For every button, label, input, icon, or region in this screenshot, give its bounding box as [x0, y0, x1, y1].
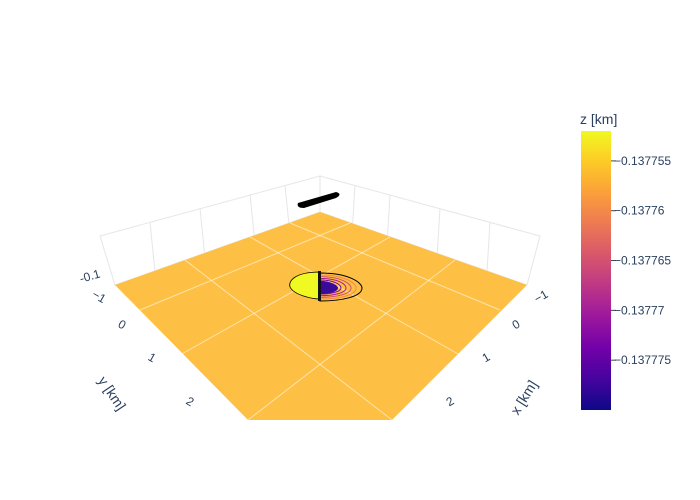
- surface-plane: [115, 212, 527, 420]
- contour-low-region: [320, 281, 338, 294]
- wall-gridline: [199, 207, 206, 259]
- wall-gridline: [486, 221, 491, 273]
- plane-gridline: [247, 259, 456, 421]
- contour-line: [319, 277, 347, 297]
- x-tick-label: −1: [532, 287, 551, 306]
- z-axis-ticks: -0.1: [78, 266, 102, 285]
- colorbar-tick-label: −0.137755: [614, 154, 671, 168]
- colorbar-tick-label: −0.13777: [614, 303, 665, 317]
- colorbar-gradient: [581, 131, 611, 410]
- contour-lines: [289, 271, 363, 302]
- contour-line: [319, 276, 352, 298]
- surface-gridlines: [139, 222, 501, 421]
- y-tick-label: 2: [184, 394, 197, 410]
- plane-gridline: [179, 236, 391, 356]
- colorbar-tick-label: −0.137775: [614, 353, 671, 367]
- colorbar: z [km] −0.137755−0.13776−0.137765−0.1377…: [580, 111, 671, 410]
- wall-gridline: [436, 207, 441, 259]
- source-bar: [297, 192, 340, 208]
- colorbar-title: z [km]: [580, 111, 617, 127]
- y-axis-title: y [km]: [95, 373, 129, 413]
- contour-line: [319, 274, 357, 300]
- colorbar-tick-label: −0.13776: [614, 204, 665, 218]
- plane-gridline: [289, 222, 501, 311]
- colorbar-tick-label: −0.137765: [614, 254, 671, 268]
- y-tick-label: 0: [116, 317, 129, 333]
- contour-divider: [318, 271, 321, 301]
- colorbar-ticks: −0.137755 −0.13776 −0.137765 −0.13777 −0.137…: [611, 154, 671, 367]
- wall-gridline: [149, 221, 156, 273]
- contour-high-region: [289, 271, 321, 300]
- contour-line: [319, 272, 363, 302]
- contour-line: [319, 279, 342, 295]
- y-tick-label: −1: [90, 287, 109, 306]
- y-tick-label: 1: [146, 350, 159, 366]
- plane-gridline: [184, 259, 393, 421]
- x-tick-label: 1: [480, 350, 493, 366]
- plane-gridline: [139, 222, 351, 311]
- x-tick-label: 0: [510, 317, 523, 333]
- x-axis-title: x [km]: [507, 377, 540, 417]
- z-tick-label: -0.1: [78, 266, 102, 285]
- x-tick-label: 2: [444, 394, 457, 410]
